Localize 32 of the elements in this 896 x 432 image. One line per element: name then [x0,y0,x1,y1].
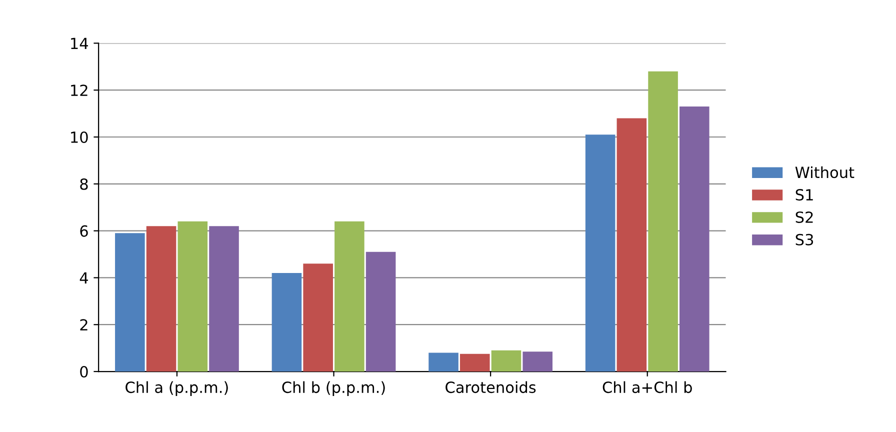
bar [648,71,678,372]
y-tick-label: 0 [80,366,88,378]
bar [209,226,239,372]
bar [178,221,208,372]
bar [428,352,458,372]
bar [334,221,364,372]
x-tick-label: Chl a+Chl b [602,381,692,394]
x-tick-label: Chl a (p.p.m.) [126,381,228,396]
legend-label: Without [795,166,854,178]
y-tick-label: 4 [80,272,88,284]
bar [491,350,522,372]
x-tick-label: Carotenoids [446,381,536,394]
bar [115,233,145,372]
y-tick-label: 12 [71,84,88,96]
y-tick-label: 2 [80,319,88,330]
bar [460,354,490,372]
legend-label: S3 [796,234,814,246]
bar [146,226,176,372]
legend-label: S2 [796,211,813,224]
y-tick-label: 6 [80,225,88,237]
bar [303,264,333,372]
y-tick-label: 8 [80,178,88,190]
bar [585,134,616,372]
bar [522,352,552,372]
bar [616,118,647,372]
x-tick-label: Chl b (p.p.m.) [282,381,385,396]
bar [366,252,396,372]
bar [680,106,710,372]
y-tick-label: 10 [71,131,88,144]
y-tick-label: 14 [71,38,88,50]
legend-label: S1 [796,189,813,201]
bar [272,273,302,372]
